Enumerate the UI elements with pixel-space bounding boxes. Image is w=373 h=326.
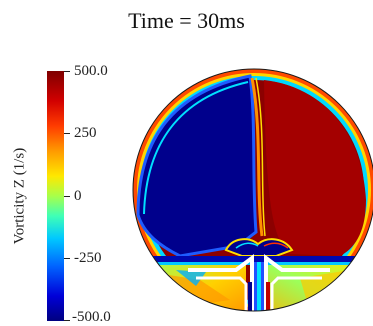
mixing-patch — [176, 270, 206, 286]
inlet-shear-band — [140, 256, 372, 264]
colorbar-tick-label: 0 — [74, 188, 82, 204]
colorbar-tick — [64, 196, 70, 197]
jet-head-edge — [235, 242, 259, 249]
flow-domain — [133, 69, 373, 311]
colorbar-tick — [64, 133, 70, 134]
colorbar — [47, 71, 64, 321]
colorbar-tick — [64, 320, 70, 321]
central-shear-layer — [250, 77, 264, 237]
central-shear-layer-yellow — [255, 77, 266, 237]
plot-title: Time = 30ms — [128, 8, 245, 33]
inlet-left-inner-wall — [196, 276, 248, 311]
inlet-jet-right-shear — [266, 282, 270, 311]
positive-vorticity-core — [264, 80, 366, 256]
domain-outline — [132, 68, 373, 312]
colorbar-tick-label: -500.0 — [72, 309, 111, 325]
shear-layer-edge — [143, 81, 249, 215]
inlet-jet-left-shear — [248, 282, 252, 311]
colorbar-tick-label: 250 — [74, 125, 97, 141]
inlet-jet-centre — [257, 262, 261, 311]
colorbar-tick-label: 500.0 — [74, 63, 108, 79]
negative-vorticity-region — [136, 74, 258, 258]
bottom-right-mixing-region — [268, 265, 373, 311]
colorbar-tick-label: -250 — [74, 250, 102, 266]
jet-head-edge — [263, 242, 289, 249]
inlet-right-inner-wall — [270, 276, 322, 311]
colorbar-tick — [64, 71, 70, 72]
colorbar-tick — [64, 258, 70, 259]
